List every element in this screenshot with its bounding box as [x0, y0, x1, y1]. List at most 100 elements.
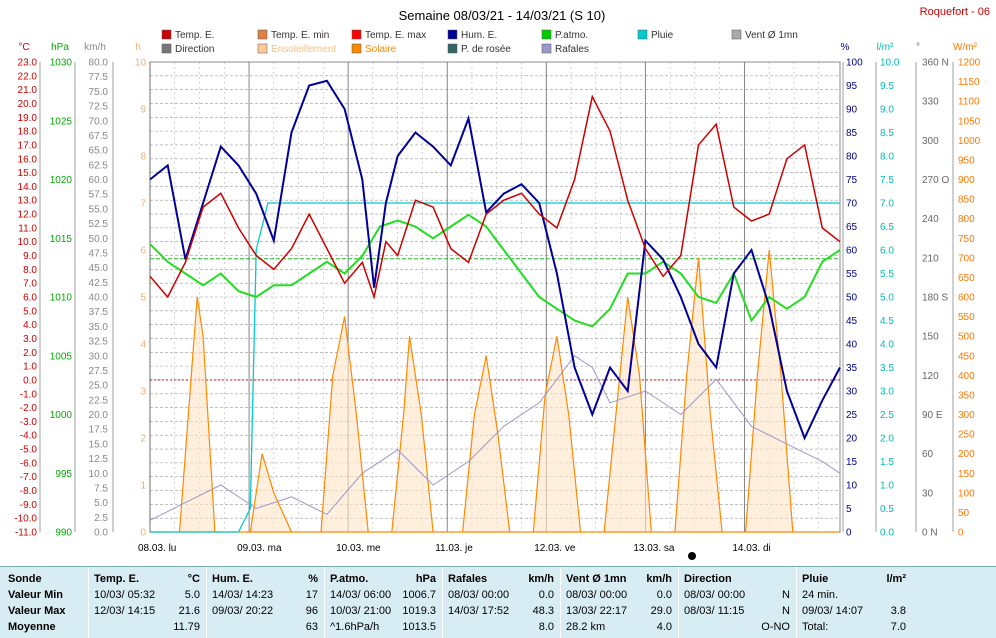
- wind-tick: 37.5: [89, 307, 109, 318]
- wind-tick: 57.5: [89, 190, 109, 201]
- solar-tick: 150: [958, 469, 975, 480]
- day-label: 12.03. ve: [534, 543, 576, 554]
- hum-tick: 65: [846, 222, 858, 233]
- rain-tick: 0.5: [880, 504, 894, 515]
- rain-tick-unit: l/m²: [877, 42, 894, 53]
- rain-tick: 7.0: [880, 199, 894, 210]
- hum-tick: 35: [846, 363, 858, 374]
- rain-tick: 9.0: [880, 105, 894, 116]
- legend-swatch: [447, 43, 458, 54]
- day-label: 11.03. je: [435, 543, 473, 554]
- dir-tick: 60: [922, 449, 934, 460]
- solar-tick: 600: [958, 293, 975, 304]
- solar-tick-unit: W/m²: [953, 42, 978, 53]
- solar-tick: 750: [958, 234, 975, 245]
- solar-tick: 50: [958, 508, 970, 519]
- wind-tick: 27.5: [89, 366, 109, 377]
- dir-tick: 120: [922, 371, 939, 382]
- temp-tick: -7.0: [20, 472, 38, 483]
- wind-tick: 7.5: [94, 483, 108, 494]
- pressure-tick: 1005: [50, 351, 73, 362]
- rain-tick: 3.5: [880, 363, 894, 374]
- legend-swatch: [541, 29, 552, 40]
- vent-column: Vent Ø 1mn km/h 08/03/ 00:00 0.0 13/03/ 22…: [566, 573, 672, 633]
- wind-tick: 72.5: [89, 102, 109, 113]
- day-label: 09.03. ma: [237, 543, 282, 554]
- temp-tick: -3.0: [20, 417, 38, 428]
- hum-tick: 30: [846, 387, 858, 398]
- legend-label: Solaire: [365, 44, 397, 55]
- wind-tick: 62.5: [89, 160, 109, 171]
- solar-tick: 700: [958, 253, 975, 264]
- legend-label: Temp. E. min: [271, 30, 329, 41]
- wind-tick: 77.5: [89, 72, 109, 83]
- weather-chart: Semaine 08/03/21 - 14/03/21 (S 10) Roque…: [14, 6, 990, 560]
- pressure-tick: 1010: [50, 293, 73, 304]
- rain-tick: 4.5: [880, 316, 894, 327]
- patmo-column: P.atmo. hPa 14/03/ 06:00 1006.7 10/03/ 21:…: [330, 573, 436, 633]
- temp-tick: 5.0: [23, 306, 37, 317]
- hum-tick: 20: [846, 434, 858, 445]
- wind-tick: 40.0: [89, 293, 109, 304]
- legend-swatch: [161, 43, 172, 54]
- series-hum: [149, 79, 841, 441]
- series-patmo: [149, 213, 841, 328]
- temp-tick: 6.0: [23, 293, 37, 304]
- pressure-tick: 1020: [50, 175, 73, 186]
- hum-tick: 90: [846, 105, 858, 116]
- solar-tick: 850: [958, 195, 975, 206]
- summary-table: Sonde Valeur Min Valeur Max Moyenne Temp…: [0, 566, 996, 638]
- temp-tick: 17.0: [18, 140, 38, 151]
- dir-tick: 270 O: [922, 175, 949, 186]
- temp-tick-unit: °C: [18, 42, 29, 53]
- rain-tick: 1.0: [880, 481, 894, 492]
- wind-tick: 22.5: [89, 395, 109, 406]
- temp-tick: 7.0: [23, 279, 37, 290]
- solar-tick: 650: [958, 273, 975, 284]
- dir-tick: 300: [922, 136, 939, 147]
- temp-tick: 14.0: [18, 182, 38, 193]
- legend-swatch: [541, 43, 552, 54]
- temp-tick: 23.0: [18, 58, 38, 69]
- temp-tick: -10.0: [14, 514, 37, 525]
- hum-tick: 10: [846, 481, 858, 492]
- wind-tick: 25.0: [89, 381, 109, 392]
- legend-swatch: [447, 29, 458, 40]
- legend-label: Temp. E. max: [365, 30, 426, 41]
- hum-tick: 50: [846, 293, 858, 304]
- wind-tick: 12.5: [89, 454, 109, 465]
- solar-tick: 950: [958, 155, 975, 166]
- dir-tick: 30: [922, 488, 934, 499]
- temp-tick: 4.0: [23, 320, 37, 331]
- rain-tick: 0.0: [880, 528, 894, 539]
- rain-tick: 2.0: [880, 434, 894, 445]
- temp-tick: 13.0: [18, 196, 38, 207]
- chart-title: Semaine 08/03/21 - 14/03/21 (S 10): [399, 8, 606, 23]
- hum-tick: 5: [846, 504, 852, 515]
- solar-tick: 300: [958, 410, 975, 421]
- dir-tick: 150: [922, 332, 939, 343]
- rain-tick: 9.5: [880, 81, 894, 92]
- legend-label: Direction: [175, 44, 214, 55]
- hum-tick: 25: [846, 410, 858, 421]
- wind-tick: 0.0: [94, 528, 108, 539]
- wind-tick: 80.0: [89, 58, 109, 69]
- pressure-tick: 1030: [50, 58, 73, 69]
- wind-tick: 55.0: [89, 204, 109, 215]
- pressure-tick: 1015: [50, 234, 73, 245]
- dir-tick: 360 N: [922, 58, 949, 69]
- wind-tick: 65.0: [89, 146, 109, 157]
- legend-swatch: [351, 29, 362, 40]
- hum-tick-unit: %: [841, 42, 850, 53]
- temp-tick: 10.0: [18, 237, 38, 248]
- solar-tick: 350: [958, 390, 975, 401]
- temp-tick: 21.0: [18, 85, 38, 96]
- legend-label: Rafales: [555, 44, 589, 55]
- day-label: 14.03. di: [732, 543, 770, 554]
- pressure-tick-unit: hPa: [51, 42, 69, 53]
- solar-tick: 100: [958, 488, 975, 499]
- solar-tick: 800: [958, 214, 975, 225]
- hum-tick: 75: [846, 175, 858, 186]
- temp-tick: 8.0: [23, 265, 37, 276]
- rain-tick: 5.5: [880, 269, 894, 280]
